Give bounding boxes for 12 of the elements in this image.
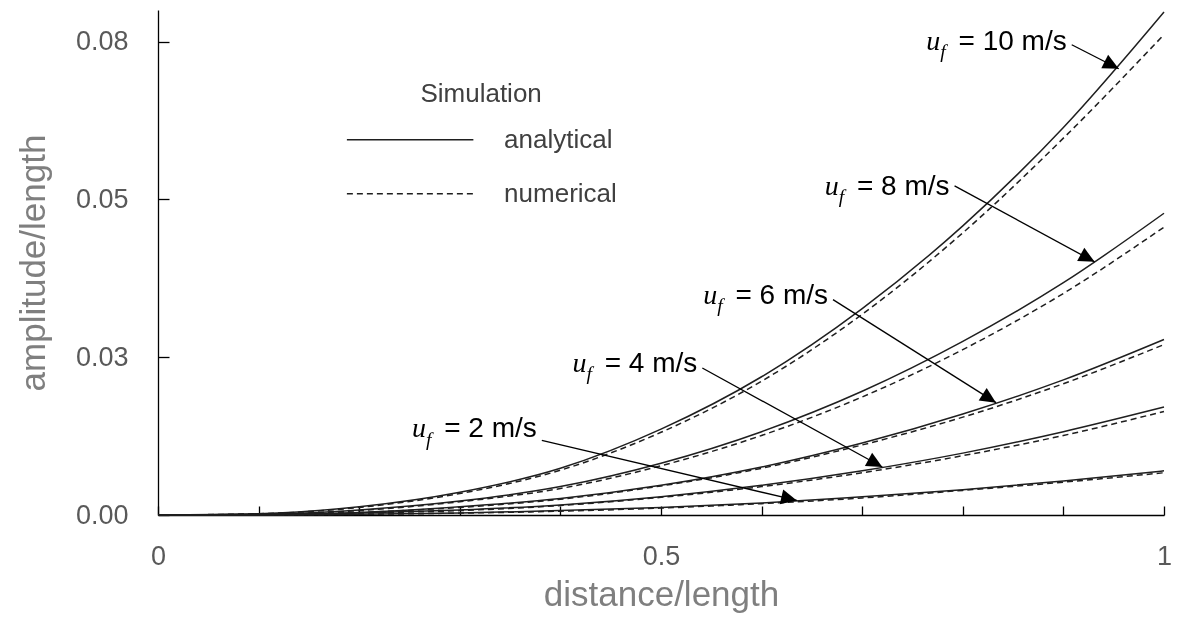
x-axis-title: distance/length — [543, 573, 780, 613]
legend-label: analytical — [504, 123, 613, 154]
y-tick-label: 0.08 — [75, 26, 129, 57]
x-tick-label: 0.5 — [642, 540, 681, 571]
y-axis-title: amplitude/length — [12, 134, 52, 392]
legend-title: Simulation — [420, 77, 542, 108]
y-tick-label: 0.03 — [75, 341, 129, 372]
y-tick-label: 0.05 — [75, 183, 129, 214]
x-tick-label: 0 — [150, 540, 167, 571]
y-tick-label: 0.00 — [75, 499, 129, 530]
legend-label: numerical — [504, 177, 617, 208]
x-tick-label: 1 — [1156, 540, 1173, 571]
